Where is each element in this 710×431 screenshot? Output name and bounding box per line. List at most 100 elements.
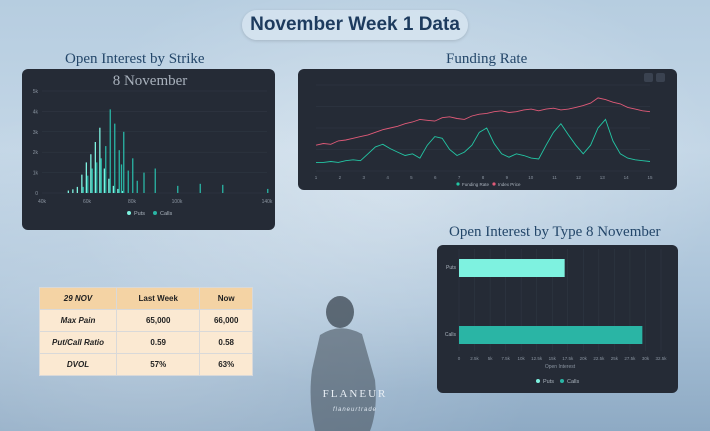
y-tick-label: 1k	[33, 171, 39, 177]
row-last-week: 57%	[115, 353, 201, 376]
x-tick-label: 7	[458, 175, 461, 180]
x-tick-label: 6	[434, 175, 437, 180]
stats-table: 29 NOV Last Week Now Max Pain 65,000 66,…	[39, 287, 253, 376]
x-tick-label: 60k	[83, 199, 92, 205]
legend-marker-calls	[153, 211, 157, 215]
oi-strike-bar	[154, 168, 156, 193]
oi-strike-bar	[143, 172, 145, 193]
row-label: Put/Call Ratio	[39, 331, 117, 354]
x-tick-label: 8	[482, 175, 485, 180]
table-row: Max Pain 65,000 66,000	[39, 309, 253, 332]
table-row: DVOL 57% 63%	[39, 353, 253, 376]
category-label: Puts	[446, 265, 457, 271]
x-tick-label: 25k	[611, 356, 619, 361]
x-tick-label: 15	[647, 175, 653, 180]
funding-panel: 1 2 3 4 5 6 7 8 9 10 11 12 13 14 15 Funding Rate Index P…	[298, 69, 677, 190]
oi-strike-bar	[120, 164, 123, 193]
oi-strike-date: 8 November	[113, 73, 188, 89]
x-tick-label: 100k	[172, 199, 183, 205]
legend-marker-calls	[560, 379, 564, 383]
row-now: 66,000	[199, 309, 253, 332]
chart-settings-button[interactable]	[656, 73, 665, 82]
oi-type-bar	[459, 259, 565, 277]
x-tick-label: 40k	[38, 199, 47, 205]
oi-strike-bar	[67, 190, 69, 193]
y-tick-label: 2k	[33, 150, 39, 156]
oi-strike-panel: 8 November 0 1k 2k 3k 4k 5k 40k 60k 80k 100k 140k P…	[22, 69, 275, 230]
chart-menu-button[interactable]	[644, 73, 653, 82]
series-line	[315, 97, 651, 146]
oi-strike-bar	[91, 168, 93, 193]
oi-strike-bar	[87, 175, 89, 193]
oi-strike-bar	[118, 150, 120, 193]
x-tick-label: 13	[600, 175, 606, 180]
oi-strike-bar	[267, 188, 269, 193]
oi-type-chart: 0 2.5k 5k 7.5k 10k 12.5k 15k 17.5k 20k 22.5k 25k 27…	[445, 249, 667, 385]
x-tick-label: 12.5k	[531, 356, 543, 361]
oi-type-panel: 0 2.5k 5k 7.5k 10k 12.5k 15k 17.5k 20k 22.5k 25k 27…	[437, 245, 678, 393]
oi-strike-bar	[90, 154, 92, 193]
x-tick-label: 14	[624, 175, 630, 180]
legend-marker-puts	[536, 379, 540, 383]
oi-strike-bar	[123, 131, 125, 193]
x-tick-label: 9	[506, 175, 509, 180]
x-tick-label: 15k	[549, 356, 557, 361]
x-axis-label: Open Interest	[545, 364, 576, 370]
x-tick-label: 22.5k	[593, 356, 605, 361]
x-tick-label: 2	[339, 175, 342, 180]
table-row: Put/Call Ratio 0.59 0.58	[39, 331, 253, 354]
oi-strike-title: Open Interest by Strike	[65, 51, 205, 67]
oi-strike-bar	[112, 185, 114, 193]
table-header-row: 29 NOV Last Week Now	[39, 287, 253, 310]
table-header-cell: Now	[199, 287, 253, 310]
legend-label: Index Price	[498, 182, 521, 187]
oi-strike-bar	[85, 162, 87, 193]
legend-marker-funding	[456, 182, 460, 186]
legend-marker-puts	[127, 211, 131, 215]
legend-label: Puts	[134, 211, 145, 217]
oi-strike-bar	[94, 142, 96, 193]
x-tick-label: 0	[458, 356, 461, 361]
series-line	[316, 118, 651, 163]
funding-title: Funding Rate	[446, 51, 528, 67]
oi-strike-bar	[199, 183, 201, 193]
brand-name: FLANEUR	[322, 388, 388, 400]
oi-strike-bar	[76, 186, 78, 193]
y-tick-label: 0	[35, 191, 38, 197]
oi-strike-bar	[108, 178, 110, 193]
x-tick-label: 3	[362, 175, 365, 180]
x-tick-label: 5k	[488, 356, 494, 361]
x-tick-label: 11	[552, 175, 557, 180]
table-header-cell: 29 NOV	[39, 287, 117, 310]
x-tick-label: 10k	[518, 356, 526, 361]
x-tick-label: 30k	[642, 356, 650, 361]
legend-label: Calls	[160, 211, 172, 217]
oi-strike-bar	[82, 186, 84, 193]
brand-handle: flaneurtrade	[332, 407, 378, 413]
y-tick-label: 4k	[33, 109, 39, 115]
legend-label: Puts	[543, 379, 554, 385]
x-tick-label: 12	[576, 175, 582, 180]
oi-strike-bar	[222, 184, 224, 193]
oi-strike-bar	[121, 190, 123, 193]
legend-marker-price	[492, 182, 496, 186]
oi-strike-bar	[81, 174, 83, 193]
x-tick-label: 20k	[580, 356, 588, 361]
oi-type-title: Open Interest by Type 8 November	[449, 224, 661, 240]
oi-strike-bar	[132, 158, 134, 193]
oi-strike-bar	[136, 180, 138, 193]
oi-strike-bar	[100, 158, 102, 193]
category-label: Calls	[445, 332, 457, 338]
oi-strike-bar	[114, 123, 116, 193]
oi-strike-bar	[99, 127, 101, 193]
page-title: November Week 1 Data	[242, 10, 468, 40]
legend-label: Calls	[567, 379, 579, 385]
oi-type-bar	[459, 326, 643, 344]
oi-strike-bar	[72, 189, 74, 193]
row-last-week: 65,000	[115, 309, 201, 332]
x-tick-label: 1	[315, 175, 318, 180]
x-tick-label: 80k	[128, 199, 137, 205]
y-tick-label: 5k	[33, 89, 39, 95]
x-tick-label: 7.5k	[501, 356, 510, 361]
